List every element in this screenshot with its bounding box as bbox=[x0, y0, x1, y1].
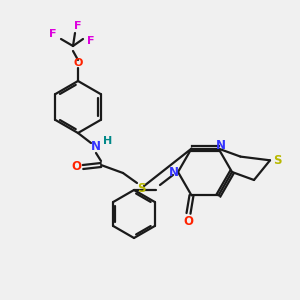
Text: N: N bbox=[215, 139, 226, 152]
Text: S: S bbox=[273, 154, 281, 167]
Text: O: O bbox=[73, 58, 83, 68]
Text: O: O bbox=[184, 215, 194, 228]
Text: F: F bbox=[49, 29, 57, 39]
Text: O: O bbox=[71, 160, 81, 173]
Text: F: F bbox=[87, 36, 95, 46]
Text: F: F bbox=[74, 21, 82, 31]
Text: N: N bbox=[91, 140, 101, 154]
Text: N: N bbox=[169, 166, 179, 178]
Text: H: H bbox=[103, 136, 112, 146]
Text: S: S bbox=[137, 182, 145, 194]
